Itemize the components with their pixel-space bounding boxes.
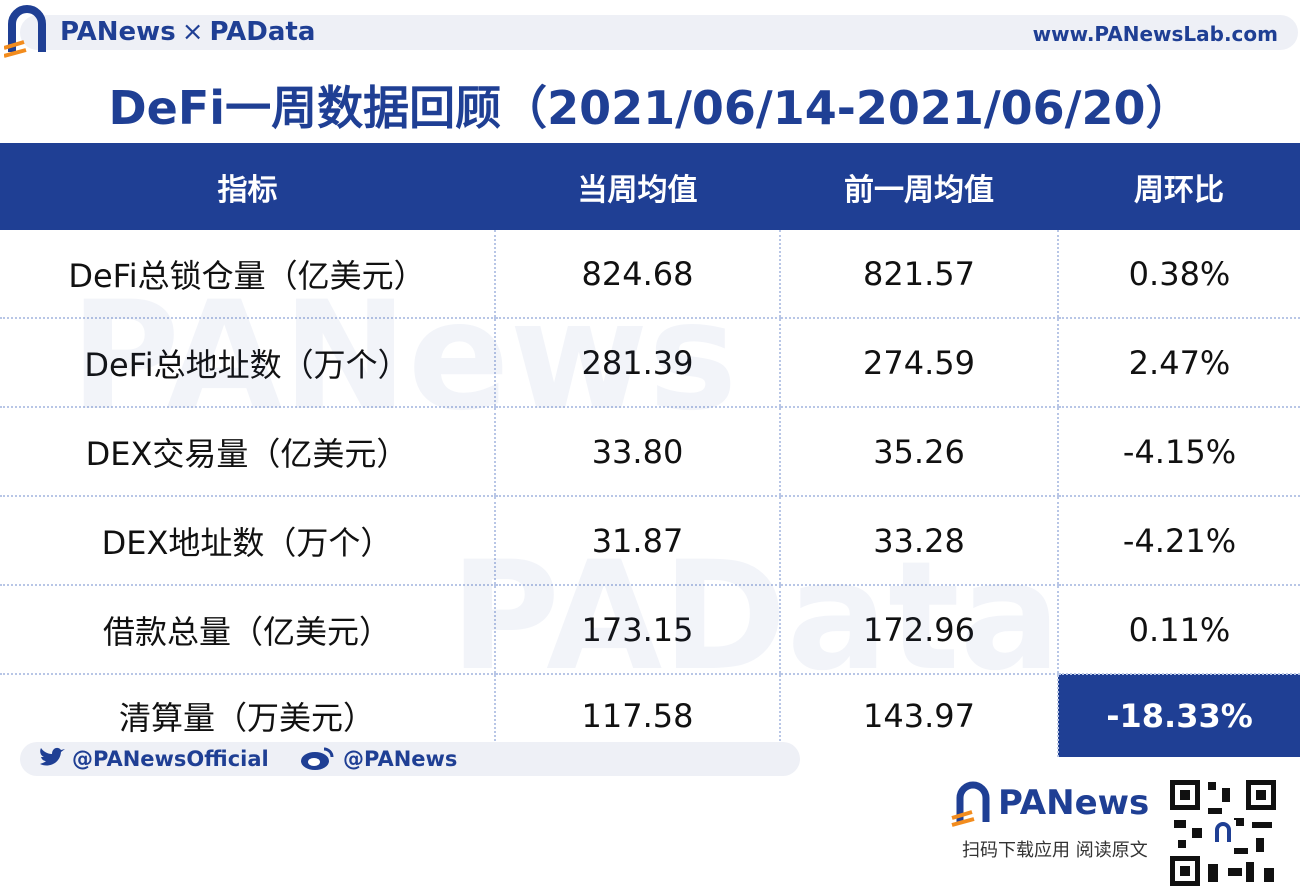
cell-value: 821.57: [779, 230, 1058, 319]
cell-value: 33.28: [779, 496, 1058, 586]
watermark: PANews: [70, 270, 738, 444]
cell-value: 35.26: [779, 407, 1058, 497]
footer-brand: PANews: [998, 783, 1150, 823]
table-row: DeFi总地址数（万个） 281.39 274.59 2.47%: [0, 318, 1300, 408]
cell-value: 824.68: [494, 230, 780, 319]
cell-value: 33.80: [494, 407, 780, 497]
metric-name: DEX交易量（亿美元）: [0, 407, 495, 497]
column-header: 指标: [0, 143, 495, 230]
cell-value: 173.15: [494, 585, 780, 675]
column-header: 当周均值: [495, 143, 780, 230]
qr-caption: 扫码下载应用 阅读原文: [962, 840, 1148, 861]
cell-value: 0.11%: [1057, 585, 1300, 675]
table-row: DEX地址数（万个） 31.87 33.28 -4.21%: [0, 496, 1300, 586]
table-row: DeFi总锁仓量（亿美元） 824.68 821.57 0.38%: [0, 230, 1300, 319]
metric-name: 清算量（万美元）: [118, 699, 375, 737]
weibo-icon: [301, 747, 334, 770]
column-header: 周环比: [1058, 143, 1300, 230]
cell-value: 31.87: [494, 496, 780, 586]
metric-name: DeFi总锁仓量（亿美元）: [0, 230, 495, 319]
watermark: PAData: [450, 530, 1061, 704]
brand-separator: ×: [181, 17, 204, 47]
cell-value: -4.21%: [1057, 496, 1300, 586]
twitter-icon: [40, 747, 65, 766]
cell-value: 274.59: [779, 318, 1058, 408]
logo-icon: [4, 5, 46, 58]
weibo-handle[interactable]: @PANews: [343, 747, 458, 771]
cell-value: 0.38%: [1057, 230, 1300, 319]
twitter-handle[interactable]: @PANewsOfficial: [72, 747, 269, 771]
table-body: DeFi总锁仓量（亿美元） 824.68 821.57 0.38% DeFi总地址数（万…: [0, 230, 1300, 757]
data-table: 指标 当周均值 前一周均值 周环比 DeFi总锁仓量（亿美元） 824.68 821.57…: [0, 143, 1300, 757]
cell-value: -18.33%: [1057, 674, 1300, 757]
brand-right: PAData: [209, 17, 316, 47]
cell-value: -4.15%: [1057, 407, 1300, 497]
qr-code[interactable]: [1168, 778, 1278, 888]
cell-value: 2.47%: [1057, 318, 1300, 408]
header-row: 指标 当周均值 前一周均值 周环比: [0, 143, 1300, 230]
column-header: 前一周均值: [780, 143, 1058, 230]
brand: PANews × PAData: [60, 17, 315, 47]
table-row: DEX交易量（亿美元） 33.80 35.26 -4.15%: [0, 407, 1300, 497]
title: DeFi一周数据回顾（2021/06/14-2021/06/20）: [108, 81, 1192, 135]
cell-value: 172.96: [779, 585, 1058, 675]
logo-icon: [951, 781, 990, 827]
cell-value: 143.97: [779, 674, 1058, 757]
site-url[interactable]: www.PANewsLab.com: [1032, 22, 1278, 46]
brand-left: PANews: [60, 17, 176, 47]
table-row: 清算量（万美元） 117.58 143.97 -18.33%: [0, 674, 1300, 757]
metric-name: 借款总量（亿美元）: [0, 585, 495, 675]
metric-name: DeFi总地址数（万个）: [0, 318, 495, 408]
table-row: 借款总量（亿美元） 173.15 172.96 0.11%: [0, 585, 1300, 675]
top-bar: [20, 15, 1298, 50]
cell-value: 281.39: [494, 318, 780, 408]
metric-name: DEX地址数（万个）: [0, 496, 495, 586]
footer-bar: [20, 742, 800, 776]
